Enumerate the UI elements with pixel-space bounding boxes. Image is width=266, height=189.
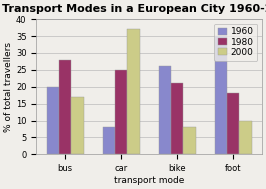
Title: Transport Modes in a European City 1960-2000: Transport Modes in a European City 1960-…	[2, 4, 266, 14]
Legend: 1960, 1980, 2000: 1960, 1980, 2000	[214, 24, 257, 60]
Bar	[159, 67, 171, 154]
Bar	[171, 83, 183, 154]
Bar	[47, 87, 59, 154]
Bar	[103, 127, 115, 154]
Bar	[71, 97, 84, 154]
Bar	[239, 121, 252, 154]
X-axis label: transport mode: transport mode	[114, 176, 184, 185]
Bar	[215, 36, 227, 154]
Bar	[115, 70, 127, 154]
Bar	[127, 29, 140, 154]
Bar	[227, 94, 239, 154]
Bar	[183, 127, 196, 154]
Y-axis label: % of total travellers: % of total travellers	[4, 42, 13, 132]
Bar	[59, 60, 71, 154]
